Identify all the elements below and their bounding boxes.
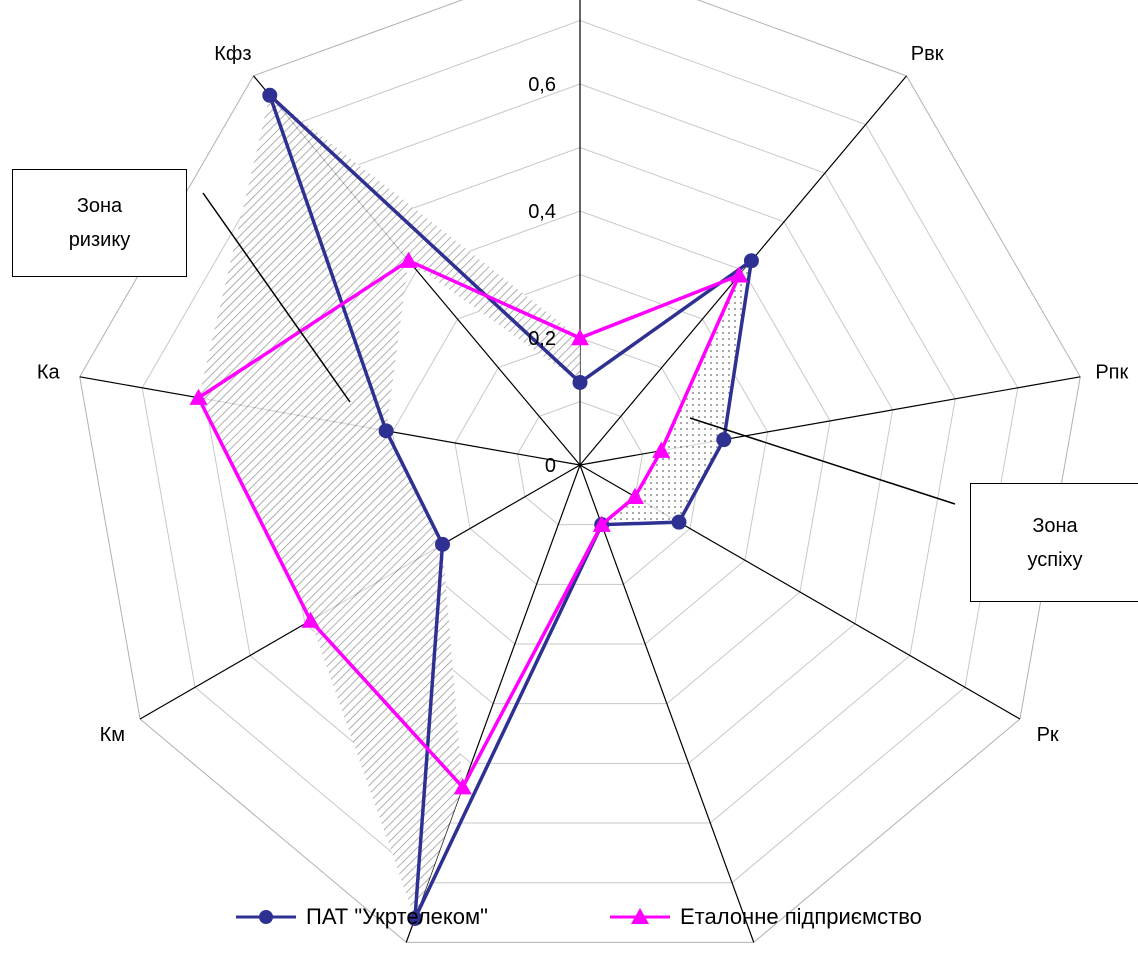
risk-leader-line	[202, 192, 351, 403]
series-line-0	[268, 94, 754, 920]
axis-label: Рк	[1037, 724, 1059, 746]
data-point-triangle	[571, 329, 589, 346]
tick-label: 0,6	[528, 74, 556, 96]
data-point-triangle	[652, 441, 671, 458]
data-point-triangle	[730, 266, 749, 283]
data-point-circle	[378, 423, 394, 439]
risk-zone-text: Зона ризику	[68, 195, 131, 251]
axis-label: Кфз	[214, 43, 251, 65]
legend-item-reference: Еталонне підприємство	[610, 904, 922, 930]
success-leader-line	[689, 417, 956, 505]
tick-label: 0,2	[528, 328, 556, 350]
grid-ring	[516, 400, 644, 526]
grid-ring	[141, 19, 1019, 884]
data-point-circle	[262, 87, 278, 103]
data-point-circle	[435, 536, 451, 552]
data-point-triangle	[399, 251, 418, 268]
axis-label: Рвк	[911, 43, 944, 65]
tick-label: 0	[545, 455, 556, 477]
data-point-circle	[572, 374, 588, 390]
axis-label: Рпк	[1095, 362, 1128, 384]
series-line-1	[196, 258, 743, 791]
data-point-triangle	[625, 487, 644, 504]
legend-marker-triangle	[610, 908, 670, 924]
success-zone-fill	[601, 260, 752, 525]
data-point-triangle	[453, 778, 472, 795]
risk-zone-annotation: Зона ризику	[12, 169, 187, 277]
data-point-triangle	[592, 515, 611, 532]
legend-marker-circle	[236, 910, 296, 924]
axis-label: Ка	[37, 362, 61, 384]
tick-label: 0,4	[528, 201, 556, 223]
data-point-circle	[716, 432, 732, 448]
data-point-triangle	[189, 388, 208, 405]
legend-label-reference: Еталонне підприємство	[680, 904, 922, 929]
annotation-leaders	[202, 192, 956, 505]
axis-spoke	[579, 464, 755, 943]
success-zone-annotation: Зона успіху	[970, 483, 1138, 602]
axis-spoke	[579, 376, 1081, 466]
radar-grid	[79, 0, 1081, 943]
axis-label: Км	[100, 724, 125, 746]
data-point-circle	[671, 514, 687, 530]
data-point-circle	[743, 253, 759, 269]
label-layer: РкомРвкРпкРкКзвоаКноаКмКаКфз00,20,40,60,…	[37, 43, 1129, 961]
data-point-circle	[407, 910, 423, 926]
series-layer	[189, 87, 759, 926]
data-point-triangle	[301, 611, 320, 628]
success-zone-text: Зона успіху	[1027, 514, 1083, 571]
legend-label-ukrtelecom: ПАТ "Укртелеком"	[306, 904, 488, 929]
legend-item-ukrtelecom: ПАТ "Укртелеком"	[236, 904, 488, 930]
